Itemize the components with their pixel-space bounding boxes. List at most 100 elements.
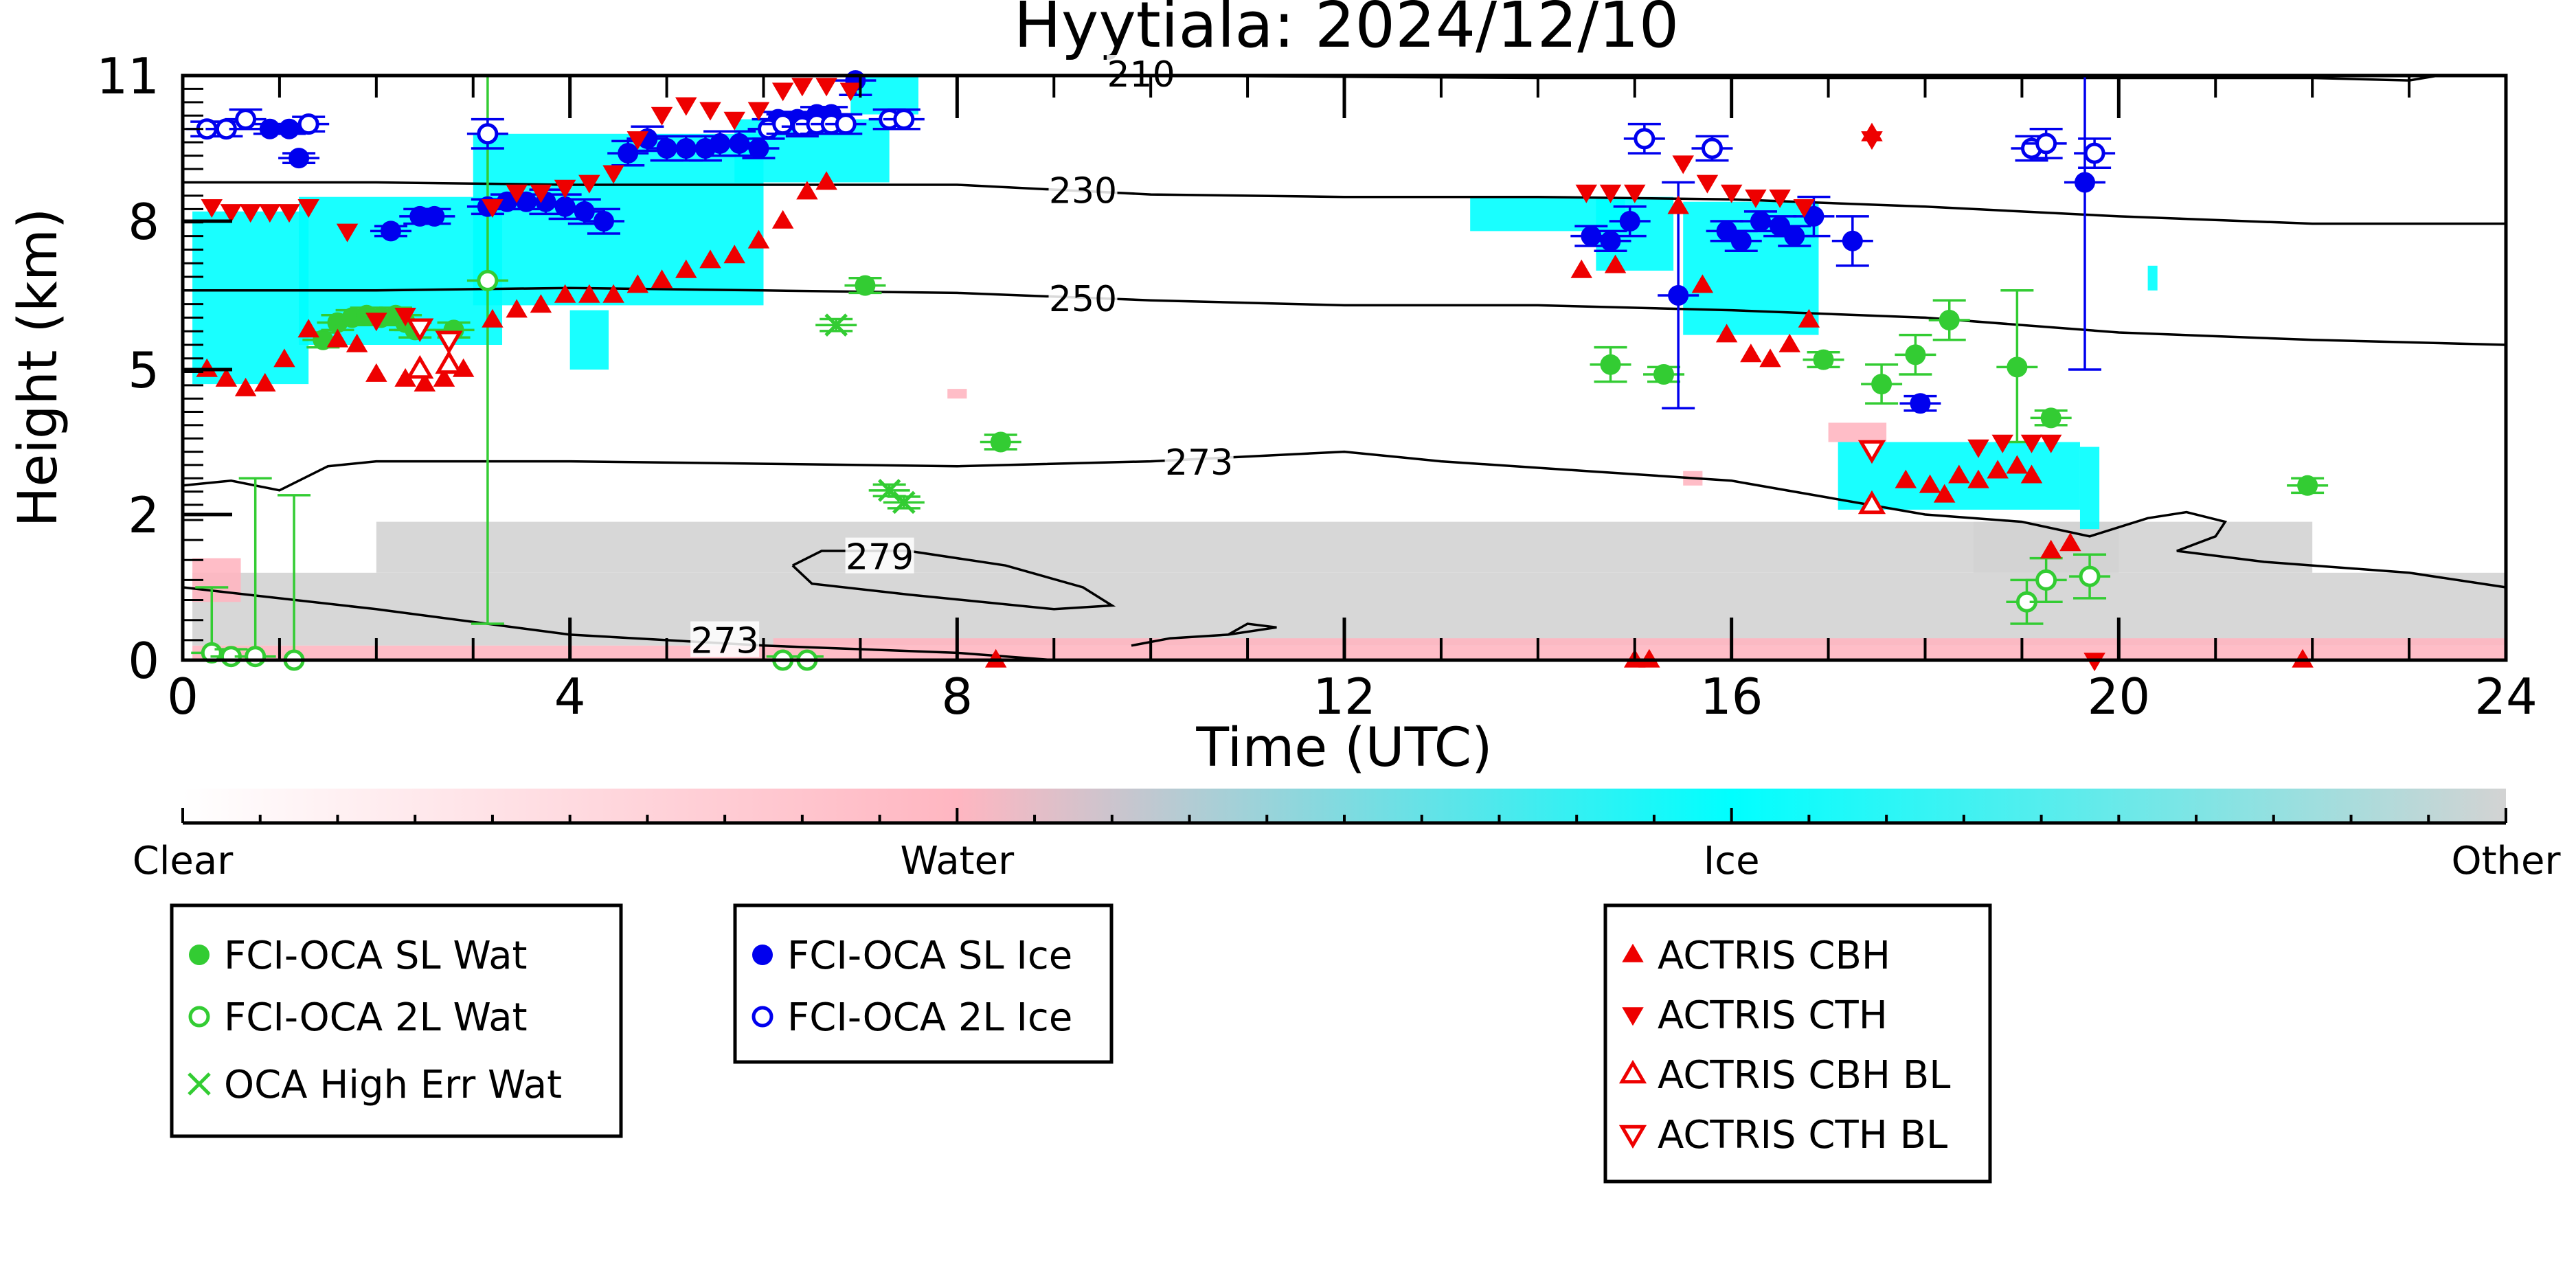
data-point: [1745, 189, 1767, 208]
data-point: [1948, 464, 1970, 484]
data-point: [892, 490, 916, 515]
data-point: [1861, 131, 1883, 150]
data-point: [2020, 464, 2043, 484]
data-point: [235, 109, 257, 131]
data-point: [2079, 565, 2101, 587]
data-point: [602, 284, 624, 303]
data-point: [1857, 490, 1886, 515]
x-tick-label: 0: [167, 668, 199, 725]
ice-region: [192, 211, 309, 385]
colorbar-label: Ice: [1704, 839, 1760, 883]
data-point: [365, 313, 387, 332]
ice-region: [473, 133, 764, 306]
data-point: [626, 274, 649, 293]
data-point: [297, 113, 319, 135]
x-tick-label: 4: [554, 668, 586, 725]
series-actris-cbh: [196, 122, 2314, 668]
data-point: [1991, 434, 2013, 453]
data-point: [1600, 230, 1621, 251]
data-point: [1967, 469, 1989, 488]
x-tick-label: 8: [941, 668, 973, 725]
data-point: [1570, 259, 1592, 278]
data-point: [1668, 285, 1689, 306]
data-point: [1803, 205, 1824, 227]
contour-label: 279: [846, 537, 914, 578]
data-point: [1784, 225, 1805, 247]
data-point: [1793, 199, 1816, 218]
cloud-classification-field: [192, 76, 2506, 660]
data-point: [1798, 308, 1820, 328]
legend-marker: [752, 1006, 773, 1028]
legend-label: FCI-OCA 2L Ice: [787, 995, 1072, 1040]
data-point: [554, 284, 576, 303]
y-tick-label: 0: [128, 632, 159, 690]
data-point: [2006, 455, 2029, 474]
data-point: [424, 205, 445, 227]
data-point: [2075, 172, 2096, 193]
contour-line: [182, 450, 2507, 589]
contour-label: 273: [691, 621, 759, 662]
data-point: [578, 174, 600, 194]
contour-label-bg: [1048, 280, 1118, 316]
data-point: [394, 368, 416, 387]
legend-label: OCA High Err Wat: [224, 1063, 562, 1107]
data-point: [984, 648, 1007, 668]
data-point: [651, 106, 673, 126]
data-point: [2292, 648, 2314, 668]
data-point: [482, 199, 504, 218]
data-point: [435, 330, 463, 354]
colorbar-label: Water: [901, 839, 1015, 883]
data-point: [772, 113, 794, 135]
data-point: [1653, 364, 1675, 385]
water-region: [947, 389, 967, 399]
data-point: [2040, 407, 2061, 429]
data-point: [2040, 539, 2062, 558]
data-point: [346, 333, 368, 352]
data-point: [1667, 195, 1689, 214]
legend-marker: [1618, 1059, 1647, 1084]
data-point: [651, 269, 673, 289]
y-tick-label: 11: [96, 47, 159, 105]
data-point: [839, 82, 862, 102]
data-point: [406, 354, 434, 379]
data-point: [815, 171, 837, 190]
data-point: [394, 308, 416, 326]
data-point: [1967, 439, 1989, 458]
data-point: [1624, 184, 1646, 203]
data-point: [1691, 274, 1714, 293]
data-point: [2297, 475, 2318, 496]
data-point: [1696, 174, 1719, 194]
legend-label: ACTRIS CTH BL: [1658, 1113, 1947, 1157]
data-point: [336, 223, 359, 242]
data-point: [747, 229, 770, 249]
data-point: [2035, 569, 2057, 591]
y-tick-label: 8: [128, 193, 159, 251]
data-point: [406, 318, 434, 342]
data-point: [1740, 343, 1762, 363]
series-oca-high-err-wat: [815, 313, 925, 515]
data-point: [855, 275, 876, 296]
axes: 0 4 8 12 16 20 24 0 2 5 8 11: [96, 47, 2537, 725]
data-point: [297, 199, 319, 218]
contour-label-bg: [845, 537, 914, 574]
ice-region: [569, 310, 609, 370]
data-point: [259, 204, 281, 223]
series-fci-oca-2l-ice: [186, 108, 2116, 170]
data-point: [1750, 211, 1771, 231]
data-point: [1715, 324, 1738, 343]
x-axis-label: Time (UTC): [1195, 717, 1492, 779]
data-point: [477, 269, 499, 291]
legend-label: ACTRIS CBH: [1658, 934, 1890, 978]
legend-marker: [188, 1006, 210, 1028]
data-point: [1638, 648, 1660, 668]
data-point: [2040, 434, 2062, 453]
data-point: [239, 204, 262, 223]
legend-label: FCI-OCA 2L Wat: [224, 995, 528, 1040]
ice-region: [2147, 265, 2158, 291]
data-point: [2020, 434, 2043, 453]
legend-marker: [1622, 943, 1644, 962]
legend-label: ACTRIS CTH: [1658, 993, 1888, 1038]
data-point: [1842, 230, 1863, 251]
data-point: [771, 82, 794, 102]
data-point: [477, 123, 499, 145]
